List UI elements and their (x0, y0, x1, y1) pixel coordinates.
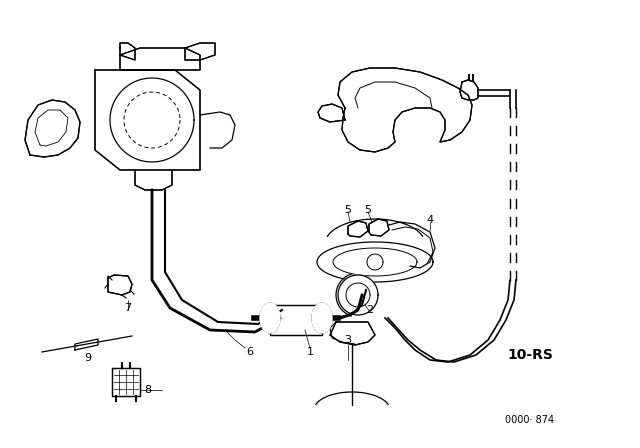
Text: 4: 4 (426, 215, 433, 225)
Polygon shape (112, 368, 140, 396)
Polygon shape (330, 322, 375, 345)
Polygon shape (110, 78, 194, 162)
Polygon shape (120, 43, 135, 60)
Polygon shape (270, 305, 322, 335)
Text: 10-RS: 10-RS (507, 348, 553, 362)
Polygon shape (338, 275, 378, 315)
Polygon shape (317, 242, 433, 282)
Polygon shape (120, 48, 200, 70)
Text: 9: 9 (84, 353, 92, 363)
Polygon shape (312, 303, 332, 333)
Polygon shape (108, 275, 132, 295)
Polygon shape (348, 221, 368, 237)
Polygon shape (338, 68, 472, 152)
Text: 5: 5 (344, 205, 351, 215)
Polygon shape (135, 170, 172, 190)
Polygon shape (460, 80, 478, 100)
Text: 5: 5 (365, 205, 371, 215)
Text: 7: 7 (124, 303, 132, 313)
Text: 3: 3 (344, 335, 351, 345)
Text: 8: 8 (145, 385, 152, 395)
Polygon shape (25, 100, 80, 157)
Polygon shape (369, 219, 389, 236)
Polygon shape (75, 339, 98, 350)
Polygon shape (260, 303, 280, 333)
Text: 6: 6 (246, 347, 253, 357)
Text: 1: 1 (307, 347, 314, 357)
Polygon shape (95, 70, 200, 170)
Text: 2: 2 (367, 305, 374, 315)
Text: 0000· 874: 0000· 874 (506, 415, 555, 425)
Polygon shape (318, 104, 345, 122)
Polygon shape (185, 43, 215, 60)
